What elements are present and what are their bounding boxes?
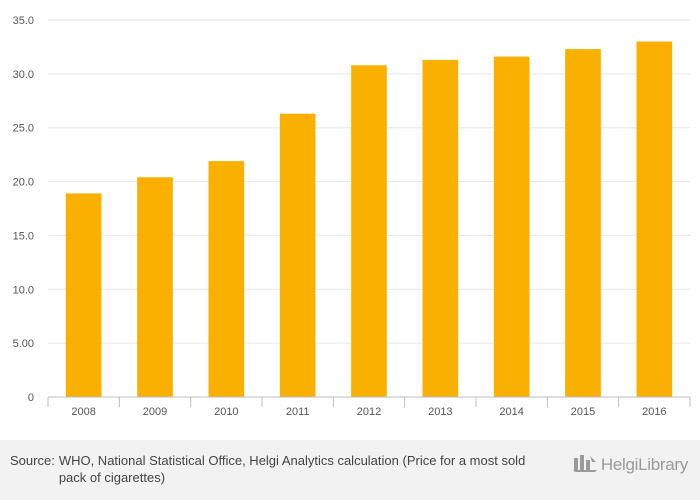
x-tick-label: 2013 xyxy=(428,406,452,418)
bar-2016 xyxy=(636,41,673,398)
bar-2014 xyxy=(493,56,530,397)
helgi-library-logo-icon xyxy=(572,452,597,477)
bar-2008 xyxy=(65,193,102,397)
bar-2013 xyxy=(422,59,459,398)
x-axis xyxy=(47,396,691,407)
bar-2010 xyxy=(208,161,245,397)
x-tick-label: 2010 xyxy=(214,406,238,418)
y-tick-label: 35.0 xyxy=(13,15,34,27)
y-tick-label: 10.0 xyxy=(13,284,34,296)
bars xyxy=(65,41,673,398)
y-axis-ticks: 0 5.00 10.0 15.0 20.0 25.0 30.0 35.0 xyxy=(13,15,34,404)
helgi-library-logo: HelgiLibrary xyxy=(572,452,688,477)
x-axis-ticks: 2008 2009 2010 2011 2012 2013 2014 2015 2016 xyxy=(71,406,666,418)
bar-2012 xyxy=(351,65,387,398)
logo-text: HelgiLibrary xyxy=(600,454,688,474)
bar-2011 xyxy=(279,113,316,397)
y-tick-label: 5.00 xyxy=(13,338,34,350)
x-tick-label: 2009 xyxy=(143,406,167,418)
footer: Source: WHO, National Statistical Office… xyxy=(0,440,700,500)
x-tick-label: 2014 xyxy=(499,406,523,418)
y-tick-label: 30.0 xyxy=(13,69,34,81)
y-tick-label: 15.0 xyxy=(13,230,34,242)
x-tick-label: 2016 xyxy=(642,406,666,418)
x-tick-label: 2012 xyxy=(357,406,381,418)
x-tick-label: 2015 xyxy=(571,406,595,418)
source-label: Source: xyxy=(10,453,55,468)
bar-2015 xyxy=(565,49,601,397)
chart-area: 0 5.00 10.0 15.0 20.0 25.0 30.0 35.0 2008 2009 20… xyxy=(13,15,691,418)
source-text: WHO, National Statistical Office, Helgi … xyxy=(58,453,526,485)
x-tick-label: 2011 xyxy=(286,406,310,418)
x-tick-label: 2008 xyxy=(71,406,95,418)
bar-2009 xyxy=(137,177,173,397)
y-tick-label: 25.0 xyxy=(13,123,34,135)
y-tick-label: 20.0 xyxy=(13,177,34,189)
y-tick-label: 0 xyxy=(28,392,34,404)
source-note: Source: WHO, National Statistical Office… xyxy=(10,452,530,486)
